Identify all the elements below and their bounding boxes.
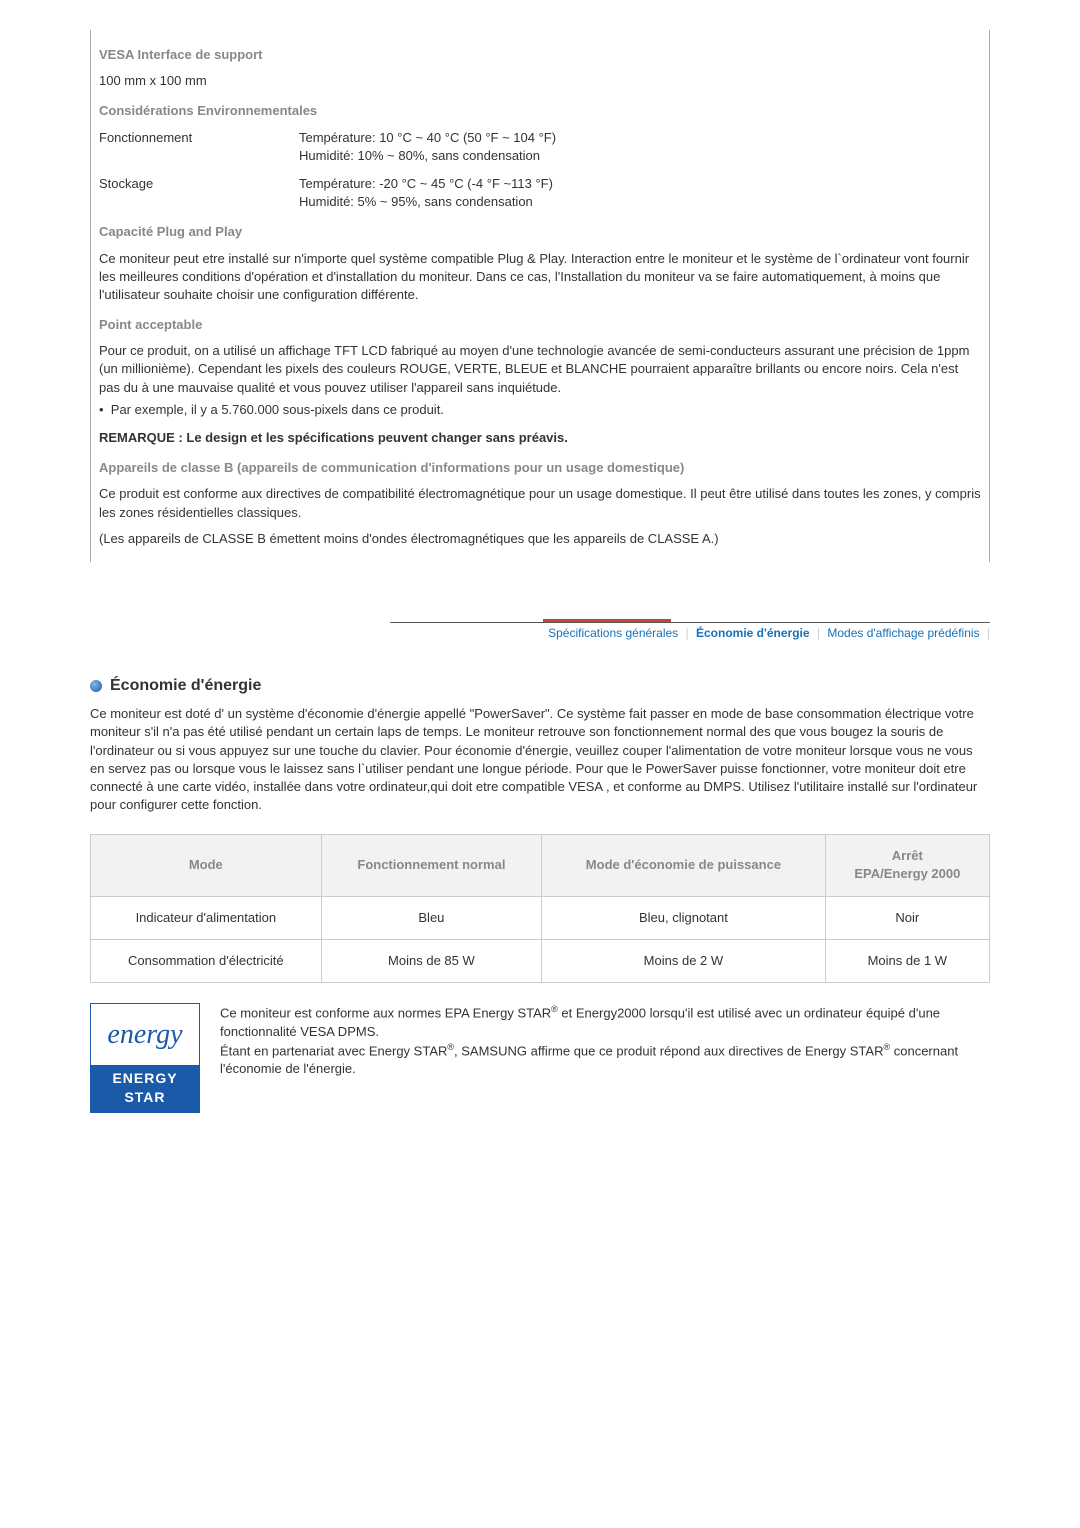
- cell-consumption-eco: Moins de 2 W: [542, 939, 826, 982]
- registered-icon: ®: [551, 1004, 558, 1014]
- th-eco: Mode d'économie de puissance: [542, 835, 826, 896]
- bullet-icon: [90, 680, 102, 692]
- cell-consumption-off: Moins de 1 W: [825, 939, 989, 982]
- table-header-row: Mode Fonctionnement normal Mode d'économ…: [91, 835, 990, 896]
- tab-separator: |: [817, 626, 820, 640]
- compliance-1a: Ce moniteur est conforme aux normes EPA …: [220, 1005, 551, 1020]
- energy-compliance-block: energy ENERGY STAR Ce moniteur est confo…: [90, 1003, 990, 1113]
- power-table: Mode Fonctionnement normal Mode d'économ…: [90, 834, 990, 983]
- tabs-bar: Spécifications générales | Économie d'én…: [390, 622, 990, 642]
- energy-logo-label: ENERGY STAR: [91, 1065, 199, 1112]
- energy-intro: Ce moniteur est doté d' un système d'éco…: [90, 705, 990, 814]
- vesa-heading: VESA Interface de support: [99, 46, 981, 64]
- env-row-fonctionnement: Fonctionnement Température: 10 °C ~ 40 °…: [99, 129, 981, 165]
- remark: REMARQUE : Le design et les spécificatio…: [99, 429, 981, 447]
- plug-paragraph: Ce moniteur peut etre installé sur n'imp…: [99, 250, 981, 305]
- plug-heading: Capacité Plug and Play: [99, 223, 981, 241]
- env-row-stockage: Stockage Température: -20 °C ~ 45 °C (-4…: [99, 175, 981, 211]
- energy-star-logo: energy ENERGY STAR: [90, 1003, 200, 1113]
- tab-separator: |: [987, 626, 990, 640]
- tab-specifications[interactable]: Spécifications générales: [544, 626, 682, 640]
- tab-modes[interactable]: Modes d'affichage prédéfinis: [823, 626, 983, 640]
- tab-separator: |: [686, 626, 689, 640]
- classeb-heading: Appareils de classe B (appareils de comm…: [99, 459, 981, 477]
- cell-indicator-normal: Bleu: [321, 896, 542, 939]
- point-text: Pour ce produit, on a utilisé un afficha…: [99, 343, 969, 394]
- energy-compliance-text: Ce moniteur est conforme aux normes EPA …: [220, 1003, 990, 1113]
- compliance-paragraph-1: Ce moniteur est conforme aux normes EPA …: [220, 1003, 990, 1041]
- env-label: Stockage: [99, 175, 299, 211]
- compliance-2a: Étant en partenariat avec Energy STAR: [220, 1043, 447, 1058]
- env-temp: Température: -20 °C ~ 45 °C (-4 °F ~113 …: [299, 175, 553, 193]
- env-temp: Température: 10 °C ~ 40 °C (50 °F ~ 104 …: [299, 129, 556, 147]
- env-value: Température: -20 °C ~ 45 °C (-4 °F ~113 …: [299, 175, 553, 211]
- spec-container: VESA Interface de support 100 mm x 100 m…: [90, 30, 990, 562]
- classea-paragraph: (Les appareils de CLASSE B émettent moin…: [99, 530, 981, 548]
- cell-indicator-off: Noir: [825, 896, 989, 939]
- energy-logo-script: energy: [91, 1004, 199, 1065]
- vesa-value: 100 mm x 100 mm: [99, 72, 981, 90]
- point-bullet: • Par exemple, il y a 5.760.000 sous-pix…: [99, 401, 981, 419]
- point-bullet-text: Par exemple, il y a 5.760.000 sous-pixel…: [111, 402, 444, 417]
- energy-section-title: Économie d'énergie: [90, 675, 990, 697]
- cell-indicator-eco: Bleu, clignotant: [542, 896, 826, 939]
- cell-indicator-label: Indicateur d'alimentation: [91, 896, 322, 939]
- point-paragraph: Pour ce produit, on a utilisé un afficha…: [99, 342, 981, 419]
- compliance-2b: , SAMSUNG affirme que ce produit répond …: [454, 1043, 883, 1058]
- cell-consumption-normal: Moins de 85 W: [321, 939, 542, 982]
- energy-title-text: Économie d'énergie: [110, 677, 261, 694]
- tab-economie[interactable]: Économie d'énergie: [692, 626, 814, 640]
- env-heading: Considérations Environnementales: [99, 102, 981, 120]
- env-humidity: Humidité: 10% ~ 80%, sans condensation: [299, 147, 556, 165]
- classeb-paragraph: Ce produit est conforme aux directives d…: [99, 485, 981, 521]
- table-row: Consommation d'électricité Moins de 85 W…: [91, 939, 990, 982]
- env-humidity: Humidité: 5% ~ 95%, sans condensation: [299, 193, 553, 211]
- compliance-paragraph-2: Étant en partenariat avec Energy STAR®, …: [220, 1041, 990, 1079]
- tab-active-indicator: [543, 619, 671, 622]
- th-mode: Mode: [91, 835, 322, 896]
- th-normal: Fonctionnement normal: [321, 835, 542, 896]
- cell-consumption-label: Consommation d'électricité: [91, 939, 322, 982]
- point-heading: Point acceptable: [99, 316, 981, 334]
- env-value: Température: 10 °C ~ 40 °C (50 °F ~ 104 …: [299, 129, 556, 165]
- env-label: Fonctionnement: [99, 129, 299, 165]
- table-row: Indicateur d'alimentation Bleu Bleu, cli…: [91, 896, 990, 939]
- th-off: ArrêtEPA/Energy 2000: [825, 835, 989, 896]
